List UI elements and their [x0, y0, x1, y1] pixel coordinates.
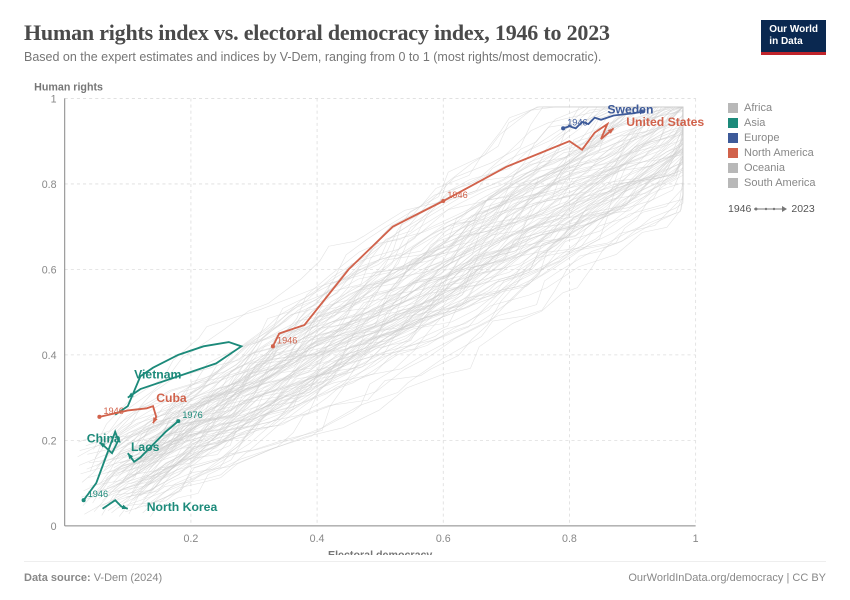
- country-label[interactable]: Laos: [131, 440, 160, 454]
- y-tick: 0.6: [42, 264, 57, 276]
- legend-item[interactable]: North America: [728, 147, 826, 159]
- owid-logo[interactable]: Our World in Data: [761, 20, 826, 55]
- country-label[interactable]: Cuba: [156, 391, 187, 405]
- x-tick: 0.4: [310, 533, 325, 545]
- x-tick: 0.8: [562, 533, 577, 545]
- legend-item[interactable]: South America: [728, 177, 826, 189]
- x-tick: 1: [693, 533, 699, 545]
- attribution[interactable]: OurWorldInData.org/democracy | CC BY: [628, 572, 826, 584]
- time-start: 1946: [728, 203, 751, 215]
- year-label: 1946: [277, 335, 297, 345]
- chart-area: Human rights 0 0.2 0.4 0.6 0.8 1 0.2 0.4 0.6 0.8 1 E…: [24, 74, 716, 555]
- year-label: 1976: [182, 410, 202, 420]
- legend-swatch: [728, 103, 738, 113]
- bg-trace: [95, 107, 683, 458]
- year-marker: [176, 419, 180, 423]
- year-label: 1946: [88, 489, 108, 499]
- chart-subtitle: Based on the expert estimates and indice…: [24, 50, 749, 64]
- legend-label: North America: [744, 147, 814, 159]
- x-tick: 0.2: [183, 533, 198, 545]
- legend-label: South America: [744, 177, 816, 189]
- legend-swatch: [728, 118, 738, 128]
- chart-row: Human rights 0 0.2 0.4 0.6 0.8 1 0.2 0.4 0.6 0.8 1 E…: [24, 74, 826, 555]
- year-marker: [97, 415, 101, 419]
- arrow-icon: [754, 205, 788, 213]
- legend-swatch: [728, 148, 738, 158]
- header: Human rights index vs. electoral democra…: [24, 20, 826, 64]
- year-label: 1946: [567, 117, 587, 127]
- country-label[interactable]: Vietnam: [134, 367, 181, 381]
- bg-trace: [134, 107, 683, 486]
- y-tick: 0: [51, 521, 57, 533]
- bg-trace: [94, 107, 683, 512]
- logo-line: Our World: [769, 24, 818, 36]
- bg-trace: [141, 107, 683, 505]
- bg-trace: [127, 107, 683, 506]
- legend: Africa Asia Europe North America Oceania Sout…: [716, 74, 826, 555]
- y-tick: 0.2: [42, 435, 57, 447]
- chart-svg: Human rights 0 0.2 0.4 0.6 0.8 1 0.2 0.4 0.6 0.8 1 E…: [24, 74, 716, 555]
- year-label: 1946: [103, 406, 123, 416]
- legend-label: Asia: [744, 117, 765, 129]
- logo-line: in Data: [769, 36, 818, 48]
- legend-swatch: [728, 133, 738, 143]
- bg-trace: [84, 107, 683, 514]
- chart-container: Human rights index vs. electoral democra…: [0, 0, 850, 600]
- time-end: 2023: [791, 203, 814, 215]
- legend-item[interactable]: Oceania: [728, 162, 826, 174]
- footer: Data source: V-Dem (2024) OurWorldInData…: [24, 561, 826, 584]
- chart-title: Human rights index vs. electoral democra…: [24, 20, 749, 46]
- legend-swatch: [728, 178, 738, 188]
- year-marker: [441, 199, 445, 203]
- year-marker: [561, 126, 565, 130]
- legend-swatch: [728, 163, 738, 173]
- bg-trace: [113, 159, 683, 482]
- country-label[interactable]: North Korea: [147, 500, 218, 514]
- data-source: Data source: V-Dem (2024): [24, 572, 162, 584]
- bg-trace: [146, 107, 683, 453]
- legend-label: Europe: [744, 132, 779, 144]
- legend-label: Oceania: [744, 162, 785, 174]
- year-marker: [271, 344, 275, 348]
- legend-timerange: 1946 2023: [728, 203, 826, 215]
- x-tick: 0.6: [436, 533, 451, 545]
- title-block: Human rights index vs. electoral democra…: [24, 20, 749, 64]
- y-axis-label: Human rights: [34, 81, 103, 93]
- x-axis-label: Electoral democracy: [328, 549, 432, 555]
- legend-item[interactable]: Asia: [728, 117, 826, 129]
- bg-trace: [147, 107, 684, 476]
- legend-item[interactable]: Europe: [728, 132, 826, 144]
- y-tick: 0.4: [42, 350, 57, 362]
- legend-item[interactable]: Africa: [728, 102, 826, 114]
- legend-label: Africa: [744, 102, 772, 114]
- y-tick: 0.8: [42, 179, 57, 191]
- country-label[interactable]: China: [87, 431, 121, 445]
- year-label: 1946: [447, 190, 467, 200]
- y-tick: 1: [51, 93, 57, 105]
- bg-trace: [119, 107, 683, 517]
- bg-trace: [140, 107, 683, 496]
- country-label[interactable]: United States: [626, 115, 704, 129]
- year-marker: [82, 498, 86, 502]
- bg-trace: [105, 107, 683, 456]
